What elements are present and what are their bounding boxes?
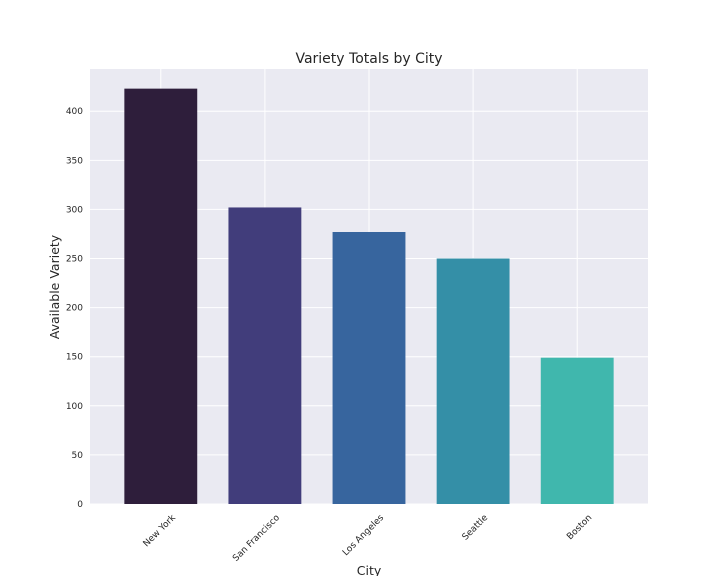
x-tick-label: Los Angeles: [341, 513, 386, 558]
bar-boston: [540, 357, 614, 504]
y-tick-label: 50: [72, 451, 84, 461]
x-axis-ticks: New York San Francisco Los Angeles Seattle B…: [142, 512, 595, 563]
y-tick-label: 400: [66, 107, 83, 117]
x-tick-label: San Francisco: [231, 513, 282, 564]
bar-los-angeles: [332, 232, 406, 504]
bar-san-francisco: [228, 207, 302, 504]
y-tick-label: 250: [66, 255, 83, 265]
y-axis-label: Available Variety: [47, 234, 62, 339]
y-axis-ticks: 0 50 100 150 200 250 300 350 400: [66, 107, 83, 510]
y-tick-label: 150: [66, 353, 83, 363]
x-axis-label: City: [357, 563, 382, 576]
chart-title: Variety Totals by City: [295, 51, 442, 67]
bars: [124, 88, 614, 504]
y-tick-label: 0: [77, 500, 83, 510]
x-tick-label: Boston: [565, 513, 594, 542]
y-tick-label: 100: [66, 402, 83, 412]
bar-seattle: [436, 258, 510, 504]
x-tick-label: Seattle: [461, 513, 491, 543]
y-tick-label: 300: [66, 205, 83, 215]
y-tick-label: 200: [66, 304, 83, 314]
y-tick-label: 350: [66, 156, 83, 166]
x-tick-label: New York: [142, 512, 179, 549]
bar-new-york: [124, 88, 198, 504]
